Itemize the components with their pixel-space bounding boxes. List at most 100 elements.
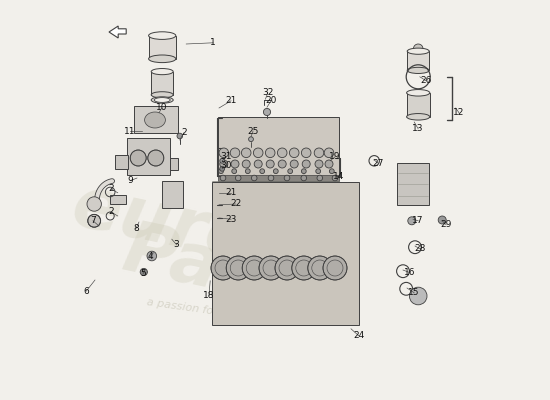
Circle shape [251, 175, 257, 181]
Circle shape [241, 148, 251, 158]
Bar [127, 138, 170, 175]
Circle shape [242, 160, 250, 168]
Text: 6: 6 [84, 287, 89, 296]
Circle shape [323, 256, 347, 280]
Text: 3: 3 [174, 240, 179, 249]
Circle shape [266, 148, 275, 158]
Ellipse shape [407, 48, 429, 54]
Circle shape [242, 256, 266, 280]
Circle shape [219, 148, 229, 158]
Circle shape [254, 148, 263, 158]
FancyBboxPatch shape [148, 36, 176, 59]
Text: 9: 9 [127, 176, 133, 185]
Ellipse shape [145, 112, 166, 128]
Circle shape [317, 175, 323, 181]
Circle shape [438, 216, 446, 224]
Bar [110, 195, 126, 204]
Text: 8: 8 [133, 224, 139, 233]
Circle shape [263, 108, 271, 116]
Text: 23: 23 [226, 215, 236, 224]
Circle shape [314, 148, 324, 158]
Text: 31: 31 [221, 152, 232, 161]
Text: 21: 21 [226, 188, 236, 197]
Circle shape [211, 256, 235, 280]
Text: 13: 13 [412, 124, 424, 133]
Circle shape [177, 133, 183, 139]
Circle shape [254, 160, 262, 168]
Circle shape [226, 256, 250, 280]
Text: 30: 30 [221, 162, 232, 170]
FancyBboxPatch shape [406, 93, 430, 117]
Ellipse shape [407, 67, 429, 74]
Circle shape [220, 166, 224, 171]
Circle shape [301, 148, 311, 158]
Text: 22: 22 [230, 200, 241, 208]
Ellipse shape [148, 32, 176, 40]
Text: 20: 20 [265, 96, 277, 105]
Circle shape [332, 175, 338, 181]
Text: 1: 1 [210, 38, 216, 47]
Bar [115, 155, 128, 169]
Ellipse shape [151, 92, 173, 98]
Text: a passion for performance: a passion for performance [146, 297, 292, 327]
Ellipse shape [151, 68, 173, 75]
Circle shape [268, 175, 274, 181]
Circle shape [292, 256, 316, 280]
Text: 15: 15 [409, 288, 420, 297]
Circle shape [147, 251, 157, 261]
Circle shape [278, 160, 286, 168]
Circle shape [88, 214, 101, 227]
Circle shape [273, 169, 278, 174]
Circle shape [220, 175, 226, 181]
FancyBboxPatch shape [407, 51, 429, 70]
Circle shape [245, 169, 250, 174]
Circle shape [130, 150, 146, 166]
Text: 7: 7 [90, 216, 96, 225]
Circle shape [148, 150, 164, 166]
Circle shape [230, 148, 240, 158]
Text: 18: 18 [204, 291, 214, 300]
Circle shape [87, 197, 101, 211]
Text: 2: 2 [181, 128, 186, 137]
Circle shape [414, 44, 423, 54]
Circle shape [284, 175, 290, 181]
Text: 12: 12 [453, 108, 465, 117]
Text: 10: 10 [156, 104, 168, 112]
Circle shape [290, 160, 298, 168]
Text: 27: 27 [372, 159, 384, 168]
Circle shape [302, 160, 310, 168]
Circle shape [324, 148, 334, 158]
Text: 29: 29 [441, 220, 452, 229]
Circle shape [275, 256, 299, 280]
Text: 5: 5 [140, 270, 146, 278]
Text: Parts: Parts [117, 216, 337, 328]
Circle shape [218, 169, 223, 174]
Text: 2: 2 [108, 208, 114, 216]
Circle shape [289, 148, 299, 158]
Circle shape [235, 175, 241, 181]
Text: 4: 4 [147, 252, 153, 261]
Bar [218, 175, 339, 181]
Circle shape [301, 169, 306, 174]
Text: 2: 2 [108, 184, 114, 193]
Circle shape [231, 160, 239, 168]
Bar [170, 158, 178, 170]
Bar [397, 163, 429, 205]
Ellipse shape [406, 114, 430, 120]
Bar [134, 106, 178, 133]
Circle shape [315, 160, 323, 168]
Text: 24: 24 [353, 332, 365, 340]
Text: 26: 26 [421, 76, 432, 85]
Text: 19: 19 [329, 152, 341, 161]
Circle shape [260, 169, 265, 174]
Circle shape [277, 148, 287, 158]
Circle shape [266, 160, 274, 168]
Circle shape [325, 160, 333, 168]
Circle shape [249, 137, 254, 142]
Ellipse shape [148, 55, 176, 63]
Circle shape [329, 169, 334, 174]
Text: 28: 28 [414, 244, 426, 253]
Bar [212, 182, 359, 325]
Circle shape [140, 268, 147, 276]
Circle shape [220, 158, 224, 163]
